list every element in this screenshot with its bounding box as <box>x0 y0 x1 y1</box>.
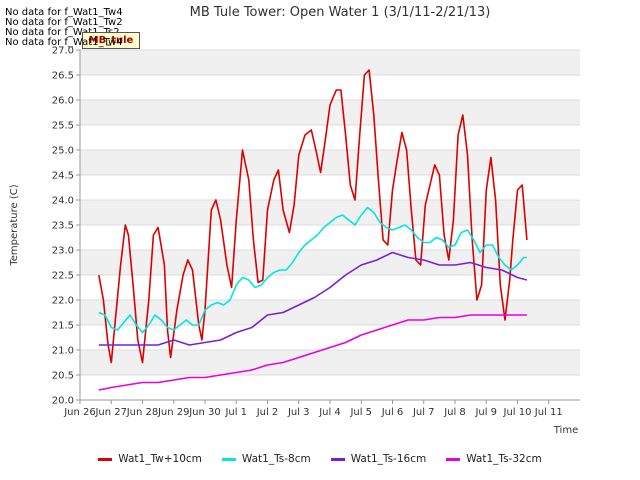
y-tick-label: 27.0 <box>52 46 74 57</box>
series-layer <box>98 69 528 391</box>
y-tick-label: 23.0 <box>52 246 74 257</box>
x-tick-label: Jun 27 <box>94 407 127 418</box>
x-tick-label: Jul 11 <box>534 407 563 418</box>
y-tick-label: 26.0 <box>52 96 74 107</box>
y-tick-label: 21.0 <box>52 346 74 357</box>
legend-label: Wat1_Ts-16cm <box>350 453 427 465</box>
y-tick-label: 26.5 <box>52 71 74 82</box>
x-tick-label: Jul 9 <box>474 407 497 418</box>
grid-band <box>80 350 580 375</box>
x-tick-label: Jun 26 <box>63 407 96 418</box>
x-tick-label: Jun 30 <box>188 407 221 418</box>
legend-swatch <box>98 457 113 461</box>
x-tick-label: Jul 3 <box>287 407 310 418</box>
x-axis-label: Time <box>553 425 578 436</box>
legend-label: Wat1_Ts-8cm <box>241 453 311 465</box>
y-tick-label: 22.0 <box>52 296 74 307</box>
nodata-line-3: No data for f_Wat1_Ts2 <box>5 27 120 38</box>
nodata-line-2: No data for f_Wat1_Tw2 <box>5 17 123 28</box>
x-tick-label: Jul 8 <box>443 407 466 418</box>
series-line-wat1-ts-16cm <box>98 251 528 346</box>
series-line-wat1-ts-8cm <box>98 206 527 334</box>
y-tick-label: 20.0 <box>52 396 74 407</box>
x-tick-label: Jul 2 <box>256 407 279 418</box>
y-axis-label: Temperature (C) <box>9 184 20 266</box>
grid-band <box>80 150 580 175</box>
y-tick-label: 23.5 <box>52 221 74 232</box>
x-tick-label: Jul 4 <box>318 407 341 418</box>
grid-band <box>80 300 580 325</box>
x-tick-label: Jul 1 <box>224 407 247 418</box>
chart-title: MB Tule Tower: Open Water 1 (3/1/11-2/21… <box>190 5 491 20</box>
y-tick-label: 24.5 <box>52 171 74 182</box>
axes: 20.0 20.5 21.0 21.5 22.0 22.5 23.0 23.5 24.0 24.5… <box>52 46 580 418</box>
x-tick-label: Jul 10 <box>503 407 532 418</box>
site-badge: MB_tule <box>82 32 140 49</box>
series-line-wat1-ts-32cm <box>98 314 527 391</box>
grid-band <box>80 200 580 225</box>
y-tick-label: 25.5 <box>52 121 74 132</box>
y-tick-label: 21.5 <box>52 321 74 332</box>
y-tick-label: 22.5 <box>52 271 74 282</box>
legend: Wat1_Tw+10cm Wat1_Ts-8cm Wat1_Ts-16cm Wat1_… <box>0 453 640 465</box>
x-tick-label: Jun 28 <box>126 407 159 418</box>
legend-swatch <box>221 457 236 461</box>
y-tick-label: 20.5 <box>52 371 74 382</box>
legend-item: Wat1_Ts-8cm <box>221 453 311 465</box>
y-tick-label: 24.0 <box>52 196 74 207</box>
x-tick-label: Jul 5 <box>349 407 372 418</box>
series-line-wat1-tw-10cm <box>98 69 528 364</box>
legend-item: Wat1_Ts-16cm <box>330 453 427 465</box>
grid-band <box>80 50 580 75</box>
x-tick-label: Jul 7 <box>412 407 435 418</box>
legend-label: Wat1_Tw+10cm <box>118 453 202 465</box>
legend-item: Wat1_Tw+10cm <box>98 453 202 465</box>
legend-swatch <box>446 457 461 461</box>
x-tick-label: Jul 6 <box>381 407 404 418</box>
y-tick-label: 25.0 <box>52 146 74 157</box>
nodata-line-1: No data for f_Wat1_Tw4 <box>5 7 123 18</box>
labels-layer: MB Tule Tower: Open Water 1 (3/1/11-2/21… <box>9 5 578 436</box>
nodata-line-4: No data for f_Wat1_Tw4 <box>5 37 123 48</box>
legend-label: Wat1_Ts-32cm <box>466 453 542 465</box>
legend-item: Wat1_Ts-32cm <box>446 453 542 465</box>
legend-swatch <box>330 457 345 461</box>
x-tick-label: Jun 29 <box>157 407 190 418</box>
